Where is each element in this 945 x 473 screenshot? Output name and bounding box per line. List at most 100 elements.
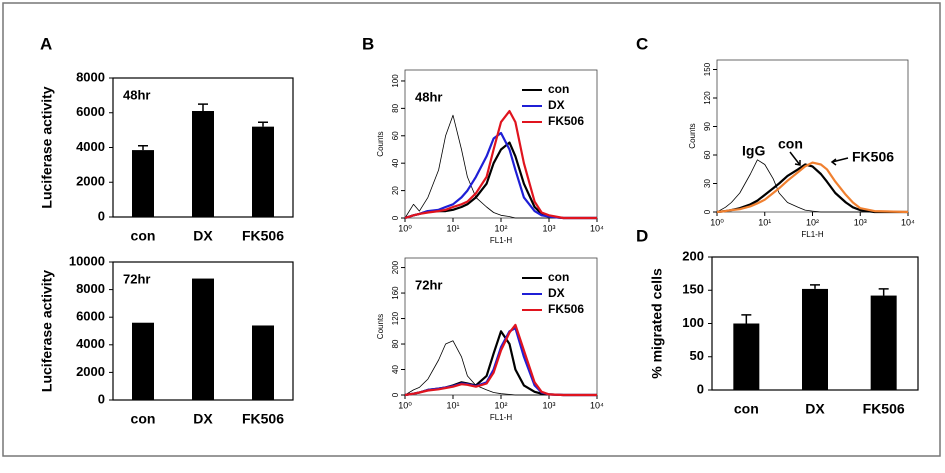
histogram-line [716, 163, 908, 214]
histogram-line [716, 159, 908, 213]
x-tick-label: 10⁰ [398, 223, 412, 233]
series-label: con [778, 136, 803, 152]
bar [252, 126, 274, 217]
x-tick-label: 10² [494, 400, 507, 410]
histogram-line [404, 327, 597, 397]
bar [733, 323, 760, 390]
panel-label: D [636, 226, 648, 245]
annotation: 48hr [123, 87, 150, 102]
bar [192, 111, 214, 217]
x-axis-label: FL1-H [490, 413, 512, 422]
y-axis-label: Counts [376, 314, 385, 339]
y-tick-label: 90 [703, 122, 712, 131]
y-tick-label: 80 [391, 339, 400, 348]
y-axis-label: Counts [688, 123, 697, 148]
x-tick-label: 10⁴ [901, 217, 915, 227]
y-tick-label: 60 [391, 131, 400, 140]
y-tick-label: 100 [391, 74, 400, 88]
x-tick-label: 10⁰ [398, 400, 412, 410]
x-tick-label: con [131, 411, 156, 427]
bar [252, 325, 274, 400]
x-tick-label: 10¹ [446, 400, 459, 410]
x-tick-label: con [734, 401, 759, 417]
histogram-line [404, 110, 597, 220]
y-tick-label: 0 [98, 391, 105, 406]
legend-label: con [548, 270, 569, 284]
annotation: 72hr [415, 277, 442, 292]
y-tick-label: 10000 [69, 253, 105, 268]
legend-label: DX [548, 98, 565, 112]
y-tick-label: 200 [682, 248, 704, 263]
y-tick-label: 0 [391, 215, 400, 220]
y-axis-label: Luciferase activity [39, 86, 55, 208]
y-tick-label: 100 [682, 315, 704, 330]
y-tick-label: 4000 [76, 336, 105, 351]
y-tick-label: 50 [690, 348, 704, 363]
x-tick-label: 10³ [542, 400, 555, 410]
y-tick-label: 120 [391, 311, 400, 325]
y-tick-label: 60 [703, 150, 712, 159]
histogram-line [404, 131, 597, 220]
panel-label: B [362, 34, 374, 53]
y-tick-label: 6000 [76, 104, 105, 119]
x-axis-label: FL1-H [490, 236, 512, 245]
y-tick-label: 200 [391, 260, 400, 274]
y-tick-label: 0 [98, 208, 105, 223]
y-tick-label: 80 [391, 103, 400, 112]
x-tick-label: 10² [494, 223, 507, 233]
x-tick-label: FK506 [242, 228, 284, 244]
x-tick-label: 10² [806, 217, 819, 227]
plot-frame [716, 59, 909, 213]
y-tick-label: 20 [391, 186, 400, 195]
y-tick-label: 8000 [76, 281, 105, 296]
panel-label: A [40, 34, 52, 53]
y-tick-label: 40 [391, 365, 400, 374]
x-tick-label: DX [193, 228, 213, 244]
y-axis-label: Counts [376, 131, 385, 156]
legend-label: con [548, 82, 569, 96]
histogram-line [404, 330, 597, 397]
x-tick-label: 10⁴ [590, 400, 604, 410]
bar [802, 288, 828, 390]
histogram-line [404, 340, 597, 396]
legend-label: FK506 [548, 302, 584, 316]
y-tick-label: 0 [391, 392, 400, 397]
annotation: 48hr [415, 89, 442, 104]
x-tick-label: 10¹ [758, 217, 771, 227]
x-tick-label: 10⁰ [710, 217, 724, 227]
y-tick-label: 0 [697, 381, 704, 396]
y-axis-label: % migrated cells [649, 268, 665, 379]
x-tick-label: con [131, 228, 156, 244]
bar [132, 322, 154, 400]
panel-label: C [636, 34, 648, 53]
histogram-line [404, 323, 597, 397]
legend-label: FK506 [548, 114, 584, 128]
x-tick-label: 10³ [854, 217, 867, 227]
y-tick-label: 120 [703, 91, 712, 105]
y-tick-label: 40 [391, 158, 400, 167]
y-tick-label: 2000 [76, 174, 105, 189]
histogram-line [404, 114, 597, 219]
y-axis-label: Luciferase activity [39, 270, 55, 392]
y-tick-label: 4000 [76, 139, 105, 154]
error-bar [258, 121, 268, 127]
error-bar [810, 284, 820, 289]
y-tick-label: 30 [703, 179, 712, 188]
x-tick-label: DX [193, 411, 213, 427]
x-tick-label: FK506 [242, 411, 284, 427]
error-bar [198, 103, 208, 112]
y-tick-label: 150 [703, 62, 712, 76]
x-axis-label: FL1-H [801, 230, 823, 239]
y-tick-label: 6000 [76, 309, 105, 324]
series-label: FK506 [852, 149, 894, 165]
arrow [789, 151, 849, 166]
y-tick-label: 160 [391, 286, 400, 300]
bar [870, 295, 897, 390]
x-tick-label: 10⁴ [590, 223, 604, 233]
histogram-line [404, 141, 597, 220]
error-bar [878, 288, 889, 296]
x-tick-label: 10³ [542, 223, 555, 233]
series-label: IgG [742, 143, 765, 159]
legend-label: DX [548, 286, 565, 300]
